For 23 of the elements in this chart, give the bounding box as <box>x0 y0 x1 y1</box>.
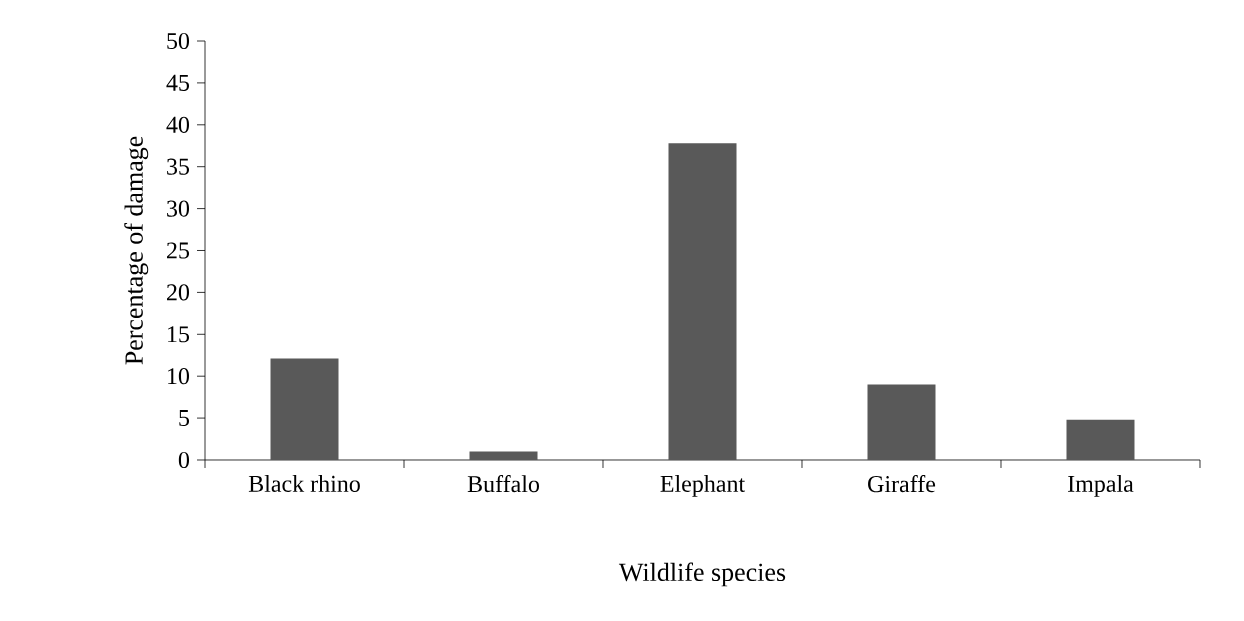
x-axis-title: Wildlife species <box>618 562 786 587</box>
y-tick-label: 40 <box>166 116 190 133</box>
bar <box>469 451 538 460</box>
bar <box>270 358 339 460</box>
y-tick-label: 30 <box>167 200 190 217</box>
x-tick-label: Black rhino <box>248 475 360 492</box>
x-tick-label: Giraffe <box>868 475 936 493</box>
bar <box>1066 419 1135 460</box>
x-tick-label: Elephant <box>660 475 746 497</box>
bar <box>867 384 936 460</box>
x-tick-label: Impala <box>1068 475 1134 497</box>
y-tick-label: 15 <box>168 326 190 343</box>
y-axis-title: Percentage of damage <box>124 136 149 365</box>
x-tick-label: Buffalo <box>467 475 540 493</box>
y-tick-label: 45 <box>166 74 190 91</box>
y-tick-label: 10 <box>168 368 190 385</box>
y-tick-label: 5 <box>179 410 190 427</box>
y-tick-label: 25 <box>167 242 190 259</box>
y-tick-label: 35 <box>167 158 190 175</box>
y-tick-label: 20 <box>167 284 190 301</box>
y-tick-label: 0 <box>178 451 190 469</box>
bar <box>668 143 737 460</box>
y-tick-label: 50 <box>167 32 190 50</box>
